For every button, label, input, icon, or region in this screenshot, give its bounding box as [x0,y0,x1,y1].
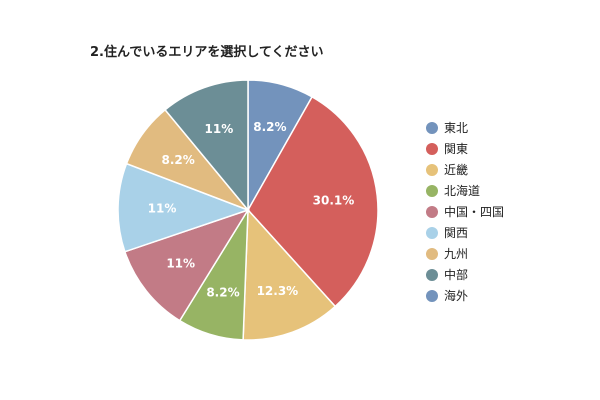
legend-marker [426,184,438,197]
legend-label: 関西 [444,226,469,240]
legend-marker [426,268,438,281]
legend-marker [426,289,438,302]
pie-slice-labels: 8.2% 30.1% 12.3% 8.2% 11% 11% 8.2% 11% [148,120,355,299]
legend-label: 中国・四国 [444,205,505,219]
legend-item-8: 中部 [426,264,504,285]
pie-slice-3 [242,208,337,341]
legend-marker [426,121,438,134]
legend-label: 九州 [444,247,469,261]
chart-title: 2.住んでいるエリアを選択してください [90,45,324,60]
pie-slice-label-1: 8.2% [253,120,286,134]
pie-slice-label-5: 11% [166,257,195,271]
legend-item-5: 中国・四国 [426,201,504,222]
pie-slice-label-6: 11% [148,201,177,215]
legend-item-6: 関西 [426,222,504,243]
legend: 東北関東近畿北海道中国・四国関西九州中部海外 [426,117,504,306]
pie-slice-label-8: 11% [205,122,234,136]
legend-item-7: 九州 [426,243,504,264]
legend-label: 近畿 [444,163,469,177]
pie-slice-6 [117,162,251,253]
pie-slice-label-3: 12.3% [257,284,299,298]
pie-slice-5 [123,208,250,322]
legend-marker [426,205,438,218]
pie-slice-label-7: 8.2% [161,153,194,167]
legend-label: 海外 [444,289,469,303]
legend-item-9: 海外 [426,285,504,306]
legend-label: 中部 [444,268,469,282]
pie-slices [117,79,379,341]
pie-slice-8 [164,79,249,213]
pie-slice-2 [247,95,379,308]
pie-slice-label-2: 30.1% [313,194,355,208]
legend-marker [426,142,438,155]
legend-label: 東北 [444,121,469,135]
legend-item-1: 東北 [426,117,504,138]
legend-marker [426,163,438,176]
legend-marker [426,247,438,260]
legend-item-4: 北海道 [426,180,504,201]
legend-item-3: 近畿 [426,159,504,180]
pie-slice-label-4: 8.2% [206,285,239,299]
legend-item-2: 関東 [426,138,504,159]
legend-marker [426,226,438,239]
legend-label: 関東 [444,142,469,156]
legend-label: 北海道 [444,184,481,198]
